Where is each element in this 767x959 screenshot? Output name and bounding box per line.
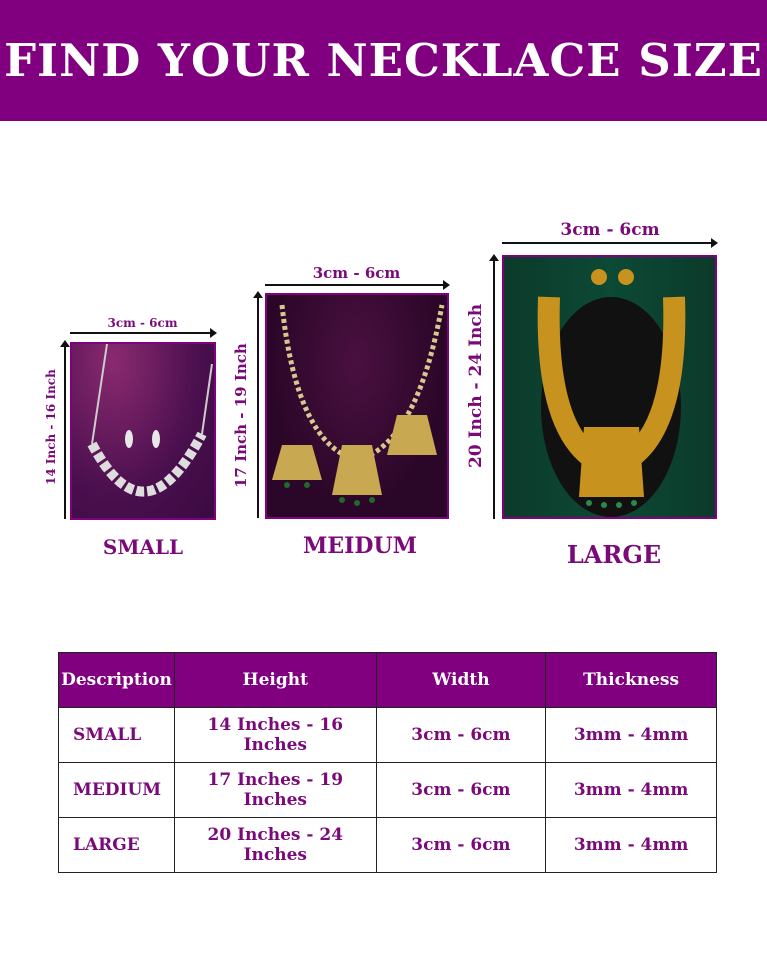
page-header: FIND YOUR NECKLACE SIZE: [0, 0, 767, 121]
medium-height-arrow: [253, 291, 263, 518]
table-row: MEDIUM 17 Inches - 19 Inches 3cm - 6cm 3…: [58, 762, 717, 818]
cell-thickness: 3mm - 4mm: [545, 817, 717, 873]
small-necklace-image: [70, 342, 216, 520]
large-height-label: 20 Inch - 24 Inch: [466, 303, 486, 468]
header-thickness: Thickness: [545, 652, 717, 708]
large-height-arrow: [489, 254, 499, 519]
table-row: LARGE 20 Inches - 24 Inches 3cm - 6cm 3m…: [58, 817, 717, 873]
cell-width: 3cm - 6cm: [375, 762, 547, 818]
cell-height: 14 Inches - 16 Inches: [173, 707, 377, 763]
cell-description: SMALL: [58, 707, 175, 763]
small-height-label: 14 Inch - 16 Inch: [44, 369, 58, 485]
small-width-label: 3cm - 6cm: [107, 316, 178, 330]
cell-width: 3cm - 6cm: [375, 817, 547, 873]
large-width-arrow: [502, 238, 718, 248]
cell-height: 17 Inches - 19 Inches: [173, 762, 377, 818]
medium-width-arrow: [265, 280, 450, 290]
table-header-row: Description Height Width Thickness: [58, 652, 717, 708]
cell-thickness: 3mm - 4mm: [545, 762, 717, 818]
medium-necklace-image: [265, 293, 449, 519]
page-title: FIND YOUR NECKLACE SIZE: [4, 34, 763, 87]
size-table: Description Height Width Thickness SMALL…: [58, 652, 717, 873]
header-description: Description: [58, 652, 175, 708]
small-height-arrow: [60, 340, 70, 519]
medium-size-label: MEIDUM: [302, 533, 418, 559]
cell-height: 20 Inches - 24 Inches: [173, 817, 377, 873]
medium-width-label: 3cm - 6cm: [312, 264, 401, 282]
large-width-label: 3cm - 6cm: [560, 220, 660, 240]
large-size-label: LARGE: [566, 540, 662, 569]
cell-description: LARGE: [58, 817, 175, 873]
large-necklace-image: [502, 255, 717, 519]
cell-thickness: 3mm - 4mm: [545, 707, 717, 763]
cell-description: MEDIUM: [58, 762, 175, 818]
table-row: SMALL 14 Inches - 16 Inches 3cm - 6cm 3m…: [58, 707, 717, 763]
header-height: Height: [173, 652, 377, 708]
medium-height-label: 17 Inch - 19 Inch: [232, 343, 250, 488]
small-width-arrow: [70, 328, 217, 338]
header-width: Width: [375, 652, 547, 708]
cell-width: 3cm - 6cm: [375, 707, 547, 763]
small-size-label: SMALL: [102, 535, 184, 559]
